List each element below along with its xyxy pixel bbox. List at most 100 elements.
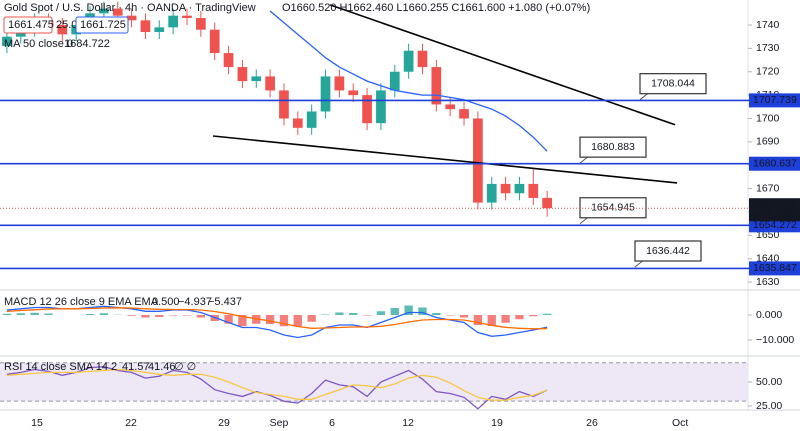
macd-histogram-bar [196,315,206,318]
candle-body [417,50,428,68]
level-tag [749,261,800,276]
macd-hist-value: 0.500 [152,296,180,308]
indicator-line [269,10,548,152]
callout-box [639,73,707,95]
candle-body [209,29,220,54]
callout-box [634,240,702,262]
bid-box[interactable] [3,16,53,34]
macd-histogram-bar [335,312,344,315]
y-tick-label: −10.000 [756,334,794,346]
candle-body [431,67,442,105]
macd-value: −4.937 [178,296,212,308]
macd-histogram-bar [432,313,441,315]
candle-body [362,95,372,124]
macd-histogram-bar [459,315,469,318]
macd-histogram-bar [487,315,496,326]
candle-body [251,76,262,82]
macd-histogram-bar [362,315,372,316]
candle-body [223,53,234,68]
y-tick-label: 25.00 [756,400,782,412]
candle-body [140,20,151,33]
ask-price: 1661.725 [80,19,126,31]
level-tag-label: 1654.272 [753,219,797,231]
callout-label: 1636.442 [646,245,690,257]
plot-area: 1708.044 1680.883 1654.945 1636.442 [0,1,748,410]
candle-body [542,197,552,209]
macd-label: MACD 12 26 close 9 EMA EMA [4,296,159,308]
macd-histogram-bar [473,315,483,325]
y-tick-label: 1730 [756,42,780,54]
macd-histogram-bar [321,314,330,315]
level-tag [749,156,800,171]
macd-histogram-bar [446,315,455,316]
macd-histogram-bar [349,313,358,315]
x-tick-label: Sep [270,417,289,429]
ma-label: MA 50 close 0 [4,38,73,50]
macd-histogram-bar [404,305,413,315]
macd-histogram-bar [99,313,109,315]
macd-histogram-bar [85,314,95,315]
callout-label: 1708.044 [651,77,695,89]
x-tick-label: 6 [329,417,335,429]
macd-histogram-bar [390,308,399,315]
candle-body [473,118,483,203]
candle-body [306,111,317,128]
candle-body [500,183,511,194]
level-tag-label: 1680.637 [753,158,797,170]
macd-histogram-bar [265,315,275,324]
bid-price: 1661.475 [8,19,54,31]
macd-histogram-bar [238,315,247,326]
candle-body [376,90,386,124]
countdown: 03:51:53 [753,209,794,221]
x-tick-label: 15 [31,417,43,429]
x-tick-label: Oct [672,417,688,429]
candle-body [154,27,165,33]
candle-body [459,109,469,119]
y-tick-label: 1740 [756,19,780,31]
x-tick-label: 19 [491,417,503,429]
candle-body [196,17,206,30]
y-tick-label: 50.00 [756,376,782,388]
x-tick-label: 22 [125,417,137,429]
macd-histogram-bar [418,307,427,315]
level-tag-label: 1635.847 [753,262,797,274]
candle-body [57,25,68,35]
macd-histogram-bar [529,315,538,317]
candle-body [182,15,192,18]
macd-histogram-bar [168,315,178,316]
macd-histogram-bar [293,315,302,326]
candle-body [112,8,123,16]
candle-body [2,36,12,47]
y-tick-label: 1700 [756,112,780,124]
candle-body [514,183,525,194]
ask-box[interactable] [75,16,129,34]
candle-body [348,90,359,96]
level-tag [749,93,800,108]
y-tick-label: 1690 [756,136,780,148]
macd-histogram-bar [2,313,12,315]
rsi-value: 41.57 [122,361,150,373]
macd-histogram-bar [542,313,552,315]
ohlc-values: O1660.520 H1662.460 L1660.255 C1661.600 … [282,2,590,14]
candle-body [279,90,289,119]
macd-histogram-bar [224,315,233,324]
callout-label: 1654.945 [591,202,635,214]
macd-histogram-bar [515,315,524,320]
candle-body [389,71,400,91]
macd-histogram-bar [307,315,316,322]
indicator-line [6,307,548,330]
macd-histogram-bar [155,315,164,317]
candle-body [403,50,414,72]
macd-histogram-bar [127,315,136,316]
spread: 25.0 [56,19,77,31]
trendline [329,4,676,126]
candle-body [126,15,137,21]
callout-label: 1680.883 [591,141,635,153]
candle-body [237,67,248,82]
macd-histogram-bar [16,313,25,315]
macd-histogram-bar [141,315,150,318]
y-tick-label: 1670 [756,182,780,194]
y-tick-label: 0.000 [756,309,782,321]
y-tick-label: 1630 [756,276,780,288]
candle-body [486,183,497,203]
